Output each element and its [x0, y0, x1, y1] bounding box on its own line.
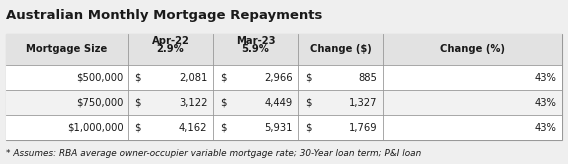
- Text: Mar-23: Mar-23: [236, 36, 275, 46]
- Text: $: $: [135, 98, 141, 108]
- Text: $750,000: $750,000: [76, 98, 123, 108]
- Text: $500,000: $500,000: [76, 73, 123, 83]
- Text: 43%: 43%: [534, 123, 557, 133]
- Text: Australian Monthly Mortgage Repayments: Australian Monthly Mortgage Repayments: [6, 9, 322, 22]
- Text: Change (%): Change (%): [440, 44, 506, 54]
- Text: 4,162: 4,162: [179, 123, 207, 133]
- Text: $: $: [305, 98, 311, 108]
- Text: 3,122: 3,122: [179, 98, 207, 108]
- Text: $1,000,000: $1,000,000: [66, 123, 123, 133]
- Text: * Assumes: RBA average owner-occupier variable mortgage rate; 30-Year loan term;: * Assumes: RBA average owner-occupier va…: [6, 149, 421, 158]
- Text: $: $: [220, 98, 226, 108]
- Text: Apr-22: Apr-22: [152, 36, 189, 46]
- Text: $: $: [135, 73, 141, 83]
- Text: 1,327: 1,327: [349, 98, 378, 108]
- Text: 5.9%: 5.9%: [241, 44, 270, 54]
- Text: 5,931: 5,931: [264, 123, 293, 133]
- Text: 4,449: 4,449: [264, 98, 293, 108]
- Text: 2.9%: 2.9%: [157, 44, 184, 54]
- Text: 2,081: 2,081: [179, 73, 207, 83]
- Text: $: $: [305, 123, 311, 133]
- Text: $: $: [220, 123, 226, 133]
- Text: Mortgage Size: Mortgage Size: [26, 44, 107, 54]
- Text: $: $: [135, 123, 141, 133]
- Text: 43%: 43%: [534, 73, 557, 83]
- Text: 2,966: 2,966: [264, 73, 293, 83]
- Text: $: $: [220, 73, 226, 83]
- Text: $: $: [305, 73, 311, 83]
- Text: 885: 885: [359, 73, 378, 83]
- Text: 43%: 43%: [534, 98, 557, 108]
- Text: Change ($): Change ($): [310, 44, 371, 54]
- Text: 1,769: 1,769: [349, 123, 378, 133]
